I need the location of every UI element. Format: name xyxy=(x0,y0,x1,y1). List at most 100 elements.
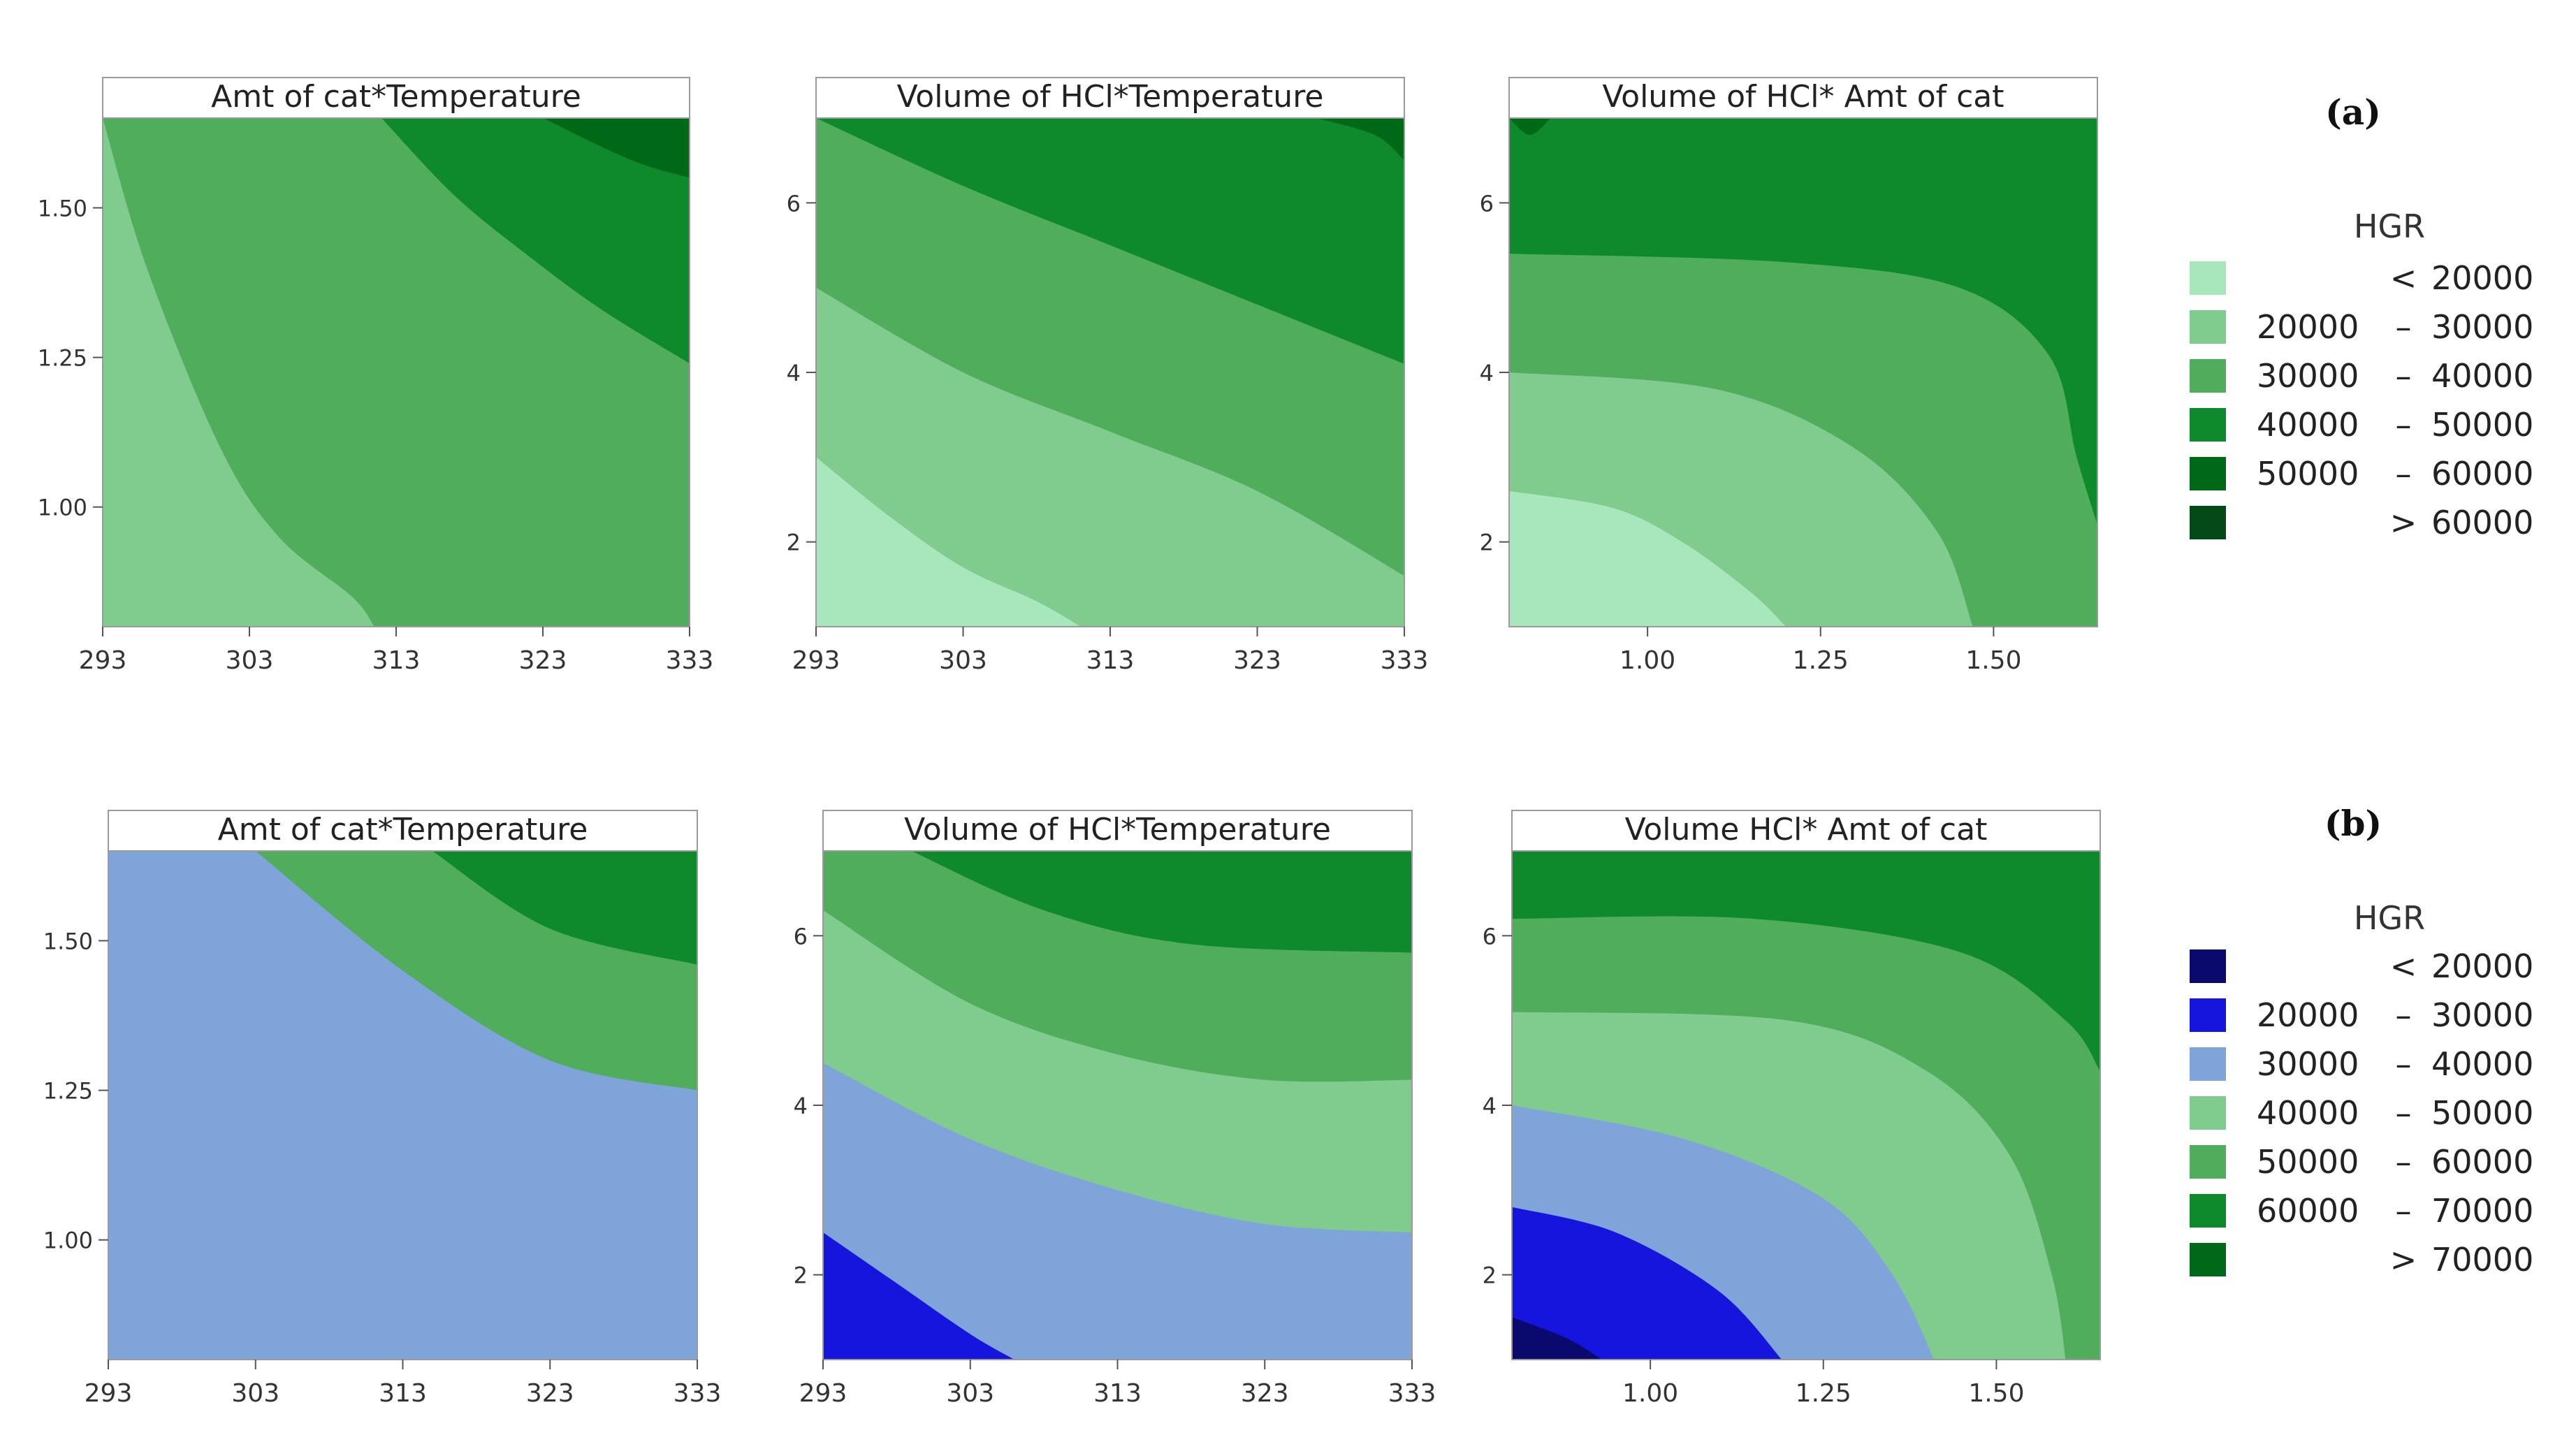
legend-a: HGR< 2000020000–3000030000–4000040000–500… xyxy=(2190,208,2533,541)
y-tick-label: 4 xyxy=(794,1093,808,1119)
legend-range-sign: – xyxy=(2396,357,2412,395)
x-tick-label: 313 xyxy=(1093,1379,1142,1408)
y-tick-label: 1.00 xyxy=(43,1228,93,1254)
contour-region-level-5 xyxy=(911,851,1412,953)
contour-region-level-4 xyxy=(543,118,690,178)
contour-fills xyxy=(816,118,1404,627)
legend-swatch xyxy=(2190,949,2226,983)
contour-region-level-4 xyxy=(1512,851,2100,1360)
legend-range-high: 60000 xyxy=(2431,455,2533,493)
x-tick-label: 313 xyxy=(379,1379,427,1408)
legend-range-low: 30000 xyxy=(2257,357,2359,395)
x-tick-label: 1.50 xyxy=(1968,1379,2024,1408)
legend-swatch xyxy=(2190,998,2226,1032)
x-tick-label: 323 xyxy=(519,646,567,675)
x-tick-label: 1.50 xyxy=(1965,646,2021,675)
legend-range-high: 60000 xyxy=(2431,504,2533,541)
contour-region-level-4 xyxy=(1316,118,1404,161)
y-tick-label: 4 xyxy=(1480,360,1494,386)
contour-region-level-5 xyxy=(1512,851,2100,1072)
legend-range-high: 60000 xyxy=(2431,1143,2533,1181)
x-tick-label: 303 xyxy=(939,646,987,675)
panel-title-box xyxy=(108,810,698,852)
y-tick-label: 4 xyxy=(787,360,801,386)
legend-swatch xyxy=(2190,310,2226,344)
legend-swatch xyxy=(2190,1047,2226,1081)
contour-region-level-2 xyxy=(108,851,153,1348)
contour-panel-a-2: Volume of HCl*Temperature 293 303 313 323 333… xyxy=(787,77,1428,675)
contour-region-level-2 xyxy=(432,1234,697,1360)
legend-range-low: 30000 xyxy=(2257,1045,2359,1083)
legend-range-sign: – xyxy=(2396,455,2412,493)
legend-range-sign: > xyxy=(2390,1241,2417,1279)
panel-title: Amt of cat*Temperature xyxy=(218,812,588,847)
x-tick-label: 323 xyxy=(526,1379,574,1408)
legend-swatch xyxy=(2190,261,2226,295)
legend-range-sign: < xyxy=(2390,259,2417,297)
legend-range-high: 70000 xyxy=(2431,1192,2533,1230)
legend-range-sign: – xyxy=(2396,308,2412,346)
x-tick-label: 313 xyxy=(1086,646,1135,675)
y-tick-label: 1.50 xyxy=(43,928,93,954)
y-tick-label: 4 xyxy=(1483,1093,1497,1119)
legend-range-sign: – xyxy=(2396,1045,2412,1083)
panel-title-box xyxy=(102,77,690,119)
contour-region-level-5 xyxy=(432,851,697,965)
y-tick-label: 6 xyxy=(787,190,801,217)
contour-fills xyxy=(1509,118,2097,627)
legend-swatch xyxy=(2190,1194,2226,1228)
legend-range-sign: – xyxy=(2396,406,2412,444)
x-tick-label: 293 xyxy=(79,646,127,675)
panel-title: Amt of cat*Temperature xyxy=(211,79,581,115)
x-tick-label: 303 xyxy=(946,1379,994,1408)
contour-panel-a-1: Amt of cat*Temperature 293 303 313 323 333 1.0… xyxy=(38,77,713,675)
legend-swatch xyxy=(2190,506,2226,539)
legend-range-high: 30000 xyxy=(2431,996,2533,1034)
x-tick-label: 323 xyxy=(1233,646,1281,675)
panel-title: Volume of HCl*Temperature xyxy=(897,79,1324,115)
panel-label-b: (b) xyxy=(2324,803,2382,844)
legend-range-low: 20000 xyxy=(2257,308,2359,346)
legend-range-high: 30000 xyxy=(2431,308,2533,346)
panel-title: Volume HCl* Amt of cat xyxy=(1625,812,1988,847)
legend-range-high: 20000 xyxy=(2431,947,2533,985)
legend-title: HGR xyxy=(2354,208,2425,245)
legend-range-high: 20000 xyxy=(2431,259,2533,297)
legend-swatch xyxy=(2190,1145,2226,1179)
x-tick-label: 1.00 xyxy=(1620,646,1675,675)
legend-swatch xyxy=(2190,457,2226,490)
x-tick-label: 333 xyxy=(674,1379,722,1408)
legend-swatch xyxy=(2190,408,2226,442)
contour-panel-b-3: Volume HCl* Amt of cat 1.00 1.25 1.50 2 4 6 xyxy=(1483,810,2101,1408)
y-tick-label: 6 xyxy=(794,923,808,949)
y-tick-label: 2 xyxy=(1480,530,1494,556)
legend-range-low: 20000 xyxy=(2257,996,2359,1034)
legend-range-high: 40000 xyxy=(2431,1045,2533,1083)
contour-panel-b-1: Amt of cat*Temperature 293 303 313 323 333 1.0… xyxy=(43,810,722,1408)
panel-title-box xyxy=(822,810,1413,852)
y-tick-label: 1.50 xyxy=(38,195,87,221)
legend-range-low: 50000 xyxy=(2257,1143,2359,1181)
contour-panel-b-2: Volume of HCl*Temperature 293 303 313 323 333… xyxy=(794,810,1436,1408)
legend-range-high: 70000 xyxy=(2431,1241,2533,1279)
y-tick-label: 1.25 xyxy=(38,345,87,372)
panel-label-a: (a) xyxy=(2325,92,2381,133)
legend-swatch xyxy=(2190,1096,2226,1130)
legend-range-sign: – xyxy=(2396,1143,2412,1181)
x-tick-label: 293 xyxy=(799,1379,847,1408)
legend-range-high: 50000 xyxy=(2431,1094,2533,1132)
legend-swatch xyxy=(2190,1243,2226,1276)
panel-title: Volume of HCl* Amt of cat xyxy=(1602,79,2004,115)
x-tick-label: 303 xyxy=(226,646,274,675)
y-tick-label: 1.25 xyxy=(43,1078,93,1105)
x-tick-label: 303 xyxy=(231,1379,279,1408)
contour-fills xyxy=(103,118,690,627)
contour-region-level-3 xyxy=(1509,118,2097,525)
legend-range-sign: > xyxy=(2390,504,2417,541)
legend-range-sign: – xyxy=(2396,1094,2412,1132)
contour-fills xyxy=(823,851,1412,1360)
x-tick-label: 293 xyxy=(792,646,840,675)
y-tick-label: 2 xyxy=(1483,1262,1497,1289)
legend-range-high: 40000 xyxy=(2431,357,2533,395)
